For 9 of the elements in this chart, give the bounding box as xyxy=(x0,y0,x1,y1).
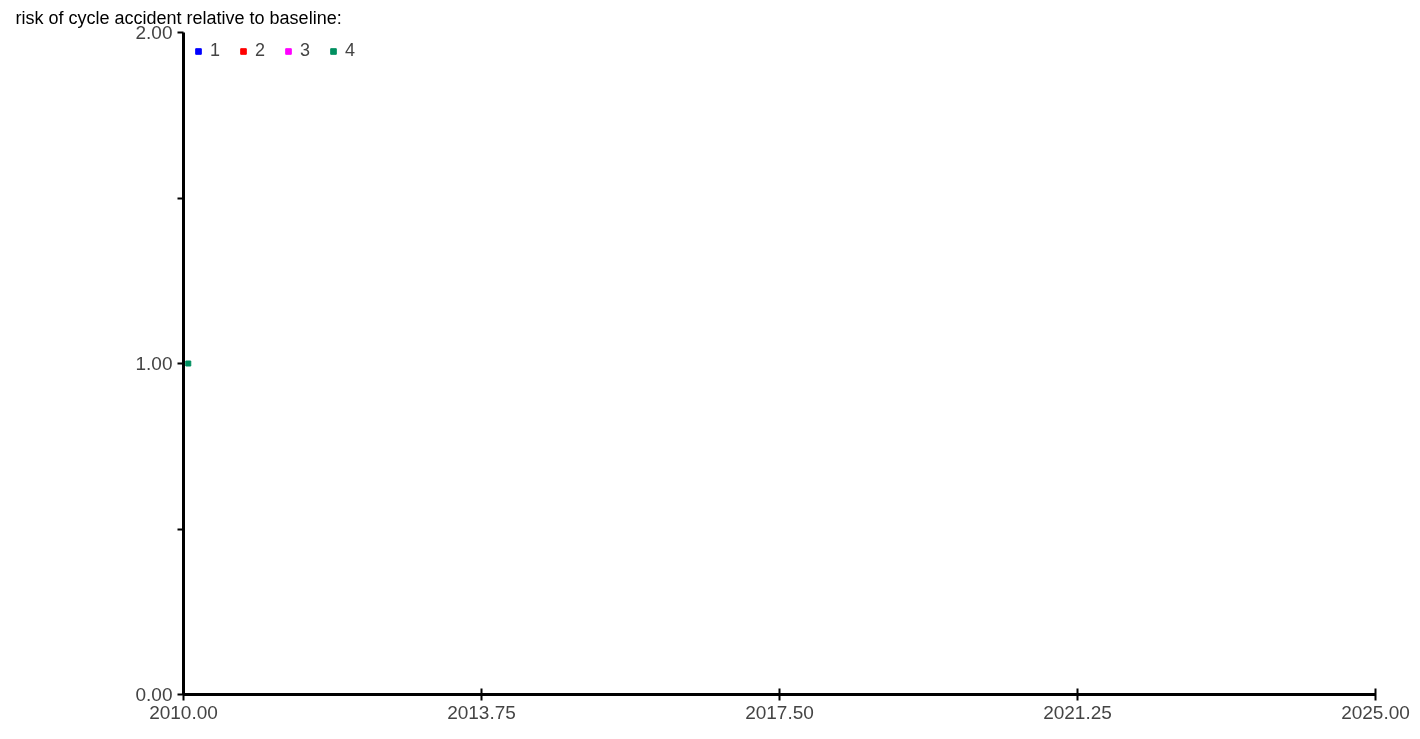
y-tick-label: 1.00 xyxy=(135,353,173,374)
legend-label: 2 xyxy=(255,40,266,61)
x-tick-label: 2017.50 xyxy=(745,701,814,723)
legend-label: 3 xyxy=(300,40,311,61)
legend-label: 1 xyxy=(210,40,221,61)
x-tick-label: 2025.00 xyxy=(1341,701,1410,723)
x-tick-label: 2013.75 xyxy=(447,701,516,723)
x-tick-label: 2021.25 xyxy=(1043,701,1112,723)
legend-label: 4 xyxy=(345,40,356,61)
